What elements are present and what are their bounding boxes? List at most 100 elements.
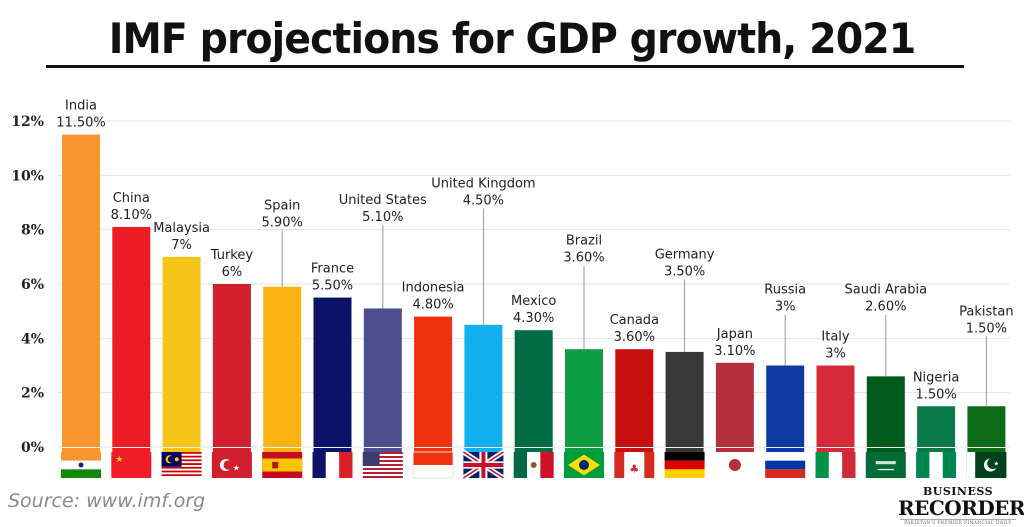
category-label: Russia	[764, 283, 806, 298]
value-label: 1.50%	[915, 387, 956, 402]
source-note: Source: www.imf.org	[8, 490, 206, 512]
bar-base-strip	[917, 448, 956, 454]
y-tick-label: 4%	[21, 331, 44, 347]
svg-text:★: ★	[994, 461, 999, 468]
business-recorder-logo: BUSINESS RECORDER PAKISTAN'S PREMIER FIN…	[898, 485, 1024, 527]
bar-base-strip	[665, 448, 704, 454]
bar-base-strip	[363, 448, 402, 454]
value-label: 3.50%	[664, 264, 705, 279]
logo-line2: RECORDER	[898, 496, 1024, 520]
bar-base-strip	[565, 448, 603, 454]
value-label: 11.50%	[56, 116, 106, 131]
category-label: Japan	[716, 327, 753, 342]
svg-text:★: ★	[233, 464, 240, 473]
canada-flag-icon: ♣	[614, 452, 655, 478]
brazil-flag-icon	[564, 452, 604, 478]
y-tick-label: 0%	[21, 440, 44, 456]
china-flag-icon: ★	[111, 452, 152, 478]
turkey-flag-icon: ★	[211, 452, 252, 478]
bar-base-strip	[62, 448, 100, 454]
category-label: United States	[339, 193, 427, 208]
leader-lines	[281, 208, 987, 407]
india-flag-icon	[61, 452, 101, 478]
category-label: China	[113, 191, 150, 206]
y-tick-label: 10%	[11, 168, 44, 184]
logo-line1: BUSINESS	[922, 485, 994, 498]
bar-base-strip	[263, 448, 302, 454]
category-label: Mexico	[511, 294, 556, 309]
bar-china	[112, 226, 151, 447]
bar-mexico	[514, 330, 553, 447]
bar-base-strip	[112, 448, 151, 454]
japan-flag-icon	[714, 452, 755, 478]
russia-flag-icon	[765, 452, 806, 478]
bar-nigeria	[917, 406, 956, 447]
value-label: 8.10%	[111, 208, 152, 223]
bar-india	[62, 134, 100, 448]
bar-saudi-arabia	[866, 376, 905, 447]
bar-indonesia	[414, 316, 453, 447]
y-tick-label: 6%	[21, 277, 44, 293]
value-label: 5.10%	[362, 210, 403, 225]
bar-turkey	[212, 284, 251, 447]
category-label: Nigeria	[913, 370, 960, 385]
bar-base-strip	[464, 448, 503, 454]
bar-malaysia	[162, 256, 201, 447]
uk-flag-icon	[462, 449, 505, 481]
category-label: France	[311, 262, 354, 277]
value-label: 6%	[222, 265, 243, 280]
value-label: 7%	[171, 238, 192, 253]
category-label: Spain	[264, 198, 300, 213]
category-label: Brazil	[566, 234, 602, 249]
germany-flag-icon	[664, 452, 705, 478]
chart-title: IMF projections for GDP growth, 2021	[108, 14, 917, 63]
y-tick-label: 12%	[11, 114, 44, 130]
value-label: 5.90%	[262, 215, 303, 230]
bar-russia	[766, 365, 805, 447]
logo-tagline: PAKISTAN'S PREMIER FINANCIAL DAILY	[900, 519, 1016, 527]
bar-base-strip	[766, 448, 805, 454]
value-label: 3.60%	[563, 251, 604, 266]
value-label: 5.50%	[312, 279, 353, 294]
bar-base-strip	[866, 448, 905, 454]
bar-canada	[615, 349, 654, 447]
category-label: Pakistan	[959, 304, 1013, 319]
title-underline	[46, 65, 964, 68]
bar-base-strip	[615, 448, 654, 454]
bar-france	[313, 297, 352, 447]
france-flag-icon	[312, 452, 353, 478]
bar-pakistan	[967, 406, 1006, 447]
category-label: Italy	[821, 330, 850, 345]
bar-italy	[816, 365, 855, 447]
flags: ★ ★ ♣ ★	[61, 449, 1007, 481]
bar-spain	[263, 286, 302, 447]
value-label: 3%	[775, 300, 796, 315]
value-label: 4.30%	[513, 311, 554, 326]
bar-base-strip	[414, 448, 453, 454]
italy-flag-icon	[815, 452, 856, 478]
data-labels: India 11.50% China 8.10%Malaysia 7% Turkey 6% S…	[56, 99, 1013, 403]
usa-flag-icon	[362, 452, 403, 478]
bar-base-strip	[212, 448, 251, 454]
category-label: Turkey	[210, 248, 254, 263]
pakistan-flag-icon: ★	[966, 452, 1007, 478]
value-label: 3.10%	[714, 344, 755, 359]
bar-base-strip	[162, 448, 201, 454]
value-label: 2.60%	[865, 300, 906, 315]
svg-text:♣: ♣	[629, 462, 639, 475]
bar-brazil	[565, 349, 603, 447]
bar-united-states	[363, 308, 402, 447]
y-axis-ticks: 0% 2% 4% 6% 8% 10% 12%	[11, 114, 44, 456]
category-label: United Kingdom	[431, 177, 535, 192]
category-label: India	[65, 99, 97, 114]
spain-flag-icon	[262, 452, 303, 478]
category-label: Indonesia	[402, 281, 465, 296]
bar-base-strip	[313, 448, 352, 454]
category-label: Saudi Arabia	[845, 283, 928, 298]
bar-united-kingdom	[464, 324, 503, 447]
indonesia-flag-icon	[412, 451, 454, 479]
category-label: Germany	[655, 247, 715, 262]
saudi-arabia-flag-icon	[865, 452, 906, 478]
svg-text:★: ★	[115, 455, 123, 465]
